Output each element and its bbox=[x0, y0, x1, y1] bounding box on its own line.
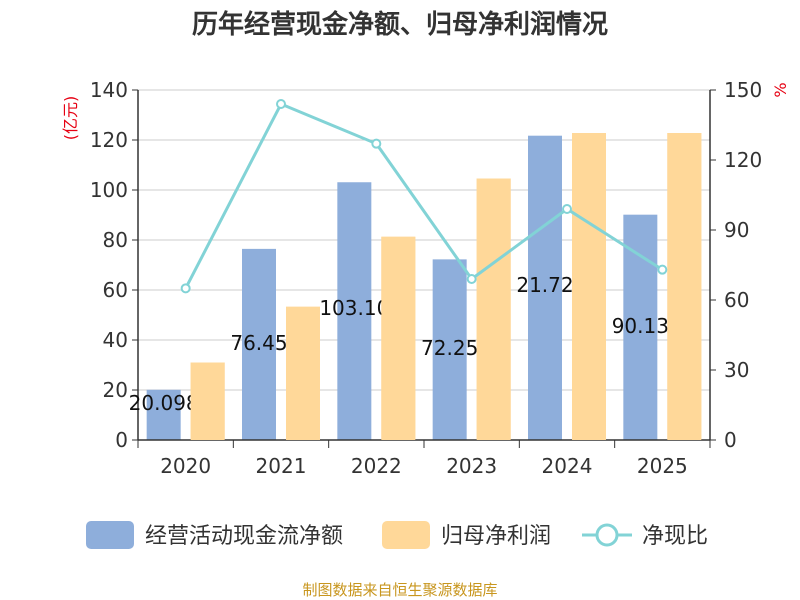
right-tick-label: 60 bbox=[724, 288, 749, 312]
data-label-cash-flow-2021: 76.45 bbox=[230, 331, 287, 355]
legend-label-cash-flow: 经营活动现金流净额 bbox=[145, 524, 343, 549]
bar-net-profit-overlay-2025 bbox=[667, 133, 702, 440]
right-tick-label: 150 bbox=[724, 78, 762, 102]
left-tick-label: 60 bbox=[103, 278, 128, 302]
right-tick-label: 90 bbox=[724, 218, 749, 242]
right-tick-label: 120 bbox=[724, 148, 762, 172]
bar-net-profit-overlay-2022 bbox=[381, 236, 416, 440]
right-tick-label: 30 bbox=[724, 358, 749, 382]
left-tick-label: 0 bbox=[115, 428, 128, 452]
legend-label-net-profit: 归母净利润 bbox=[441, 524, 551, 549]
ratio-point-2024 bbox=[562, 204, 572, 214]
left-tick-label: 100 bbox=[90, 178, 128, 202]
data-labels-group: 20.098 76.45 103.10 72.25 21.72 90.13 bbox=[129, 133, 702, 440]
right-axis-unit: % bbox=[771, 82, 790, 97]
ratio-point-2025 bbox=[657, 264, 668, 275]
ratio-point-2021 bbox=[276, 99, 286, 109]
legend-marker-ratio bbox=[595, 523, 619, 547]
legend-swatch-cash-flow bbox=[86, 521, 134, 549]
x-tick-label: 2024 bbox=[542, 454, 593, 478]
left-tick-label: 40 bbox=[103, 328, 128, 352]
x-tick-label: 2022 bbox=[351, 454, 402, 478]
line-group bbox=[180, 99, 668, 294]
bar-net-profit-overlay-2023 bbox=[476, 178, 511, 440]
left-tick-label: 140 bbox=[90, 78, 128, 102]
x-tick-label: 2023 bbox=[446, 454, 497, 478]
x-tick-label: 2020 bbox=[160, 454, 211, 478]
bar-net-profit-overlay-2020 bbox=[190, 362, 225, 440]
bar-cash-flow-2025 bbox=[623, 214, 658, 440]
left-tick-label: 120 bbox=[90, 128, 128, 152]
bar-cash-flow-2022 bbox=[337, 182, 372, 440]
ratio-point-2020 bbox=[180, 283, 191, 294]
x-tick-label: 2025 bbox=[637, 454, 688, 478]
bar-cash-flow-2024 bbox=[528, 135, 562, 440]
ratio-point-2023 bbox=[466, 274, 477, 284]
bar-net-profit-overlay-2024 bbox=[572, 133, 606, 440]
bar-cash-flow-2021 bbox=[242, 248, 276, 440]
bar-cash-flow-2020 bbox=[146, 389, 181, 440]
x-tick-label: 2021 bbox=[256, 454, 307, 478]
right-tick-label: 0 bbox=[724, 428, 737, 452]
bars-group bbox=[146, 133, 702, 440]
left-tick-label: 80 bbox=[103, 228, 128, 252]
data-label-cash-flow-2020: 20.098 bbox=[129, 391, 199, 415]
legend-swatch-net-profit bbox=[382, 521, 430, 549]
gridlines bbox=[138, 89, 710, 391]
data-label-cash-flow-2022: 103.10 bbox=[319, 296, 389, 320]
legend: 经营活动现金流净额 归母净利润 净现比 bbox=[86, 521, 708, 549]
bar-net-profit-overlay-2021 bbox=[286, 306, 320, 440]
ratio-line bbox=[184, 102, 664, 290]
axes-group: 0 20 40 60 80 100 120 140 0 30 60 90 120 150 2020 2021 2… bbox=[90, 78, 762, 478]
ratio-point-2022 bbox=[371, 138, 382, 149]
source-note: 制图数据来自恒生聚源数据库 bbox=[302, 581, 497, 599]
legend-label-ratio: 净现比 bbox=[642, 524, 708, 549]
data-label-cash-flow-2024: 21.72 bbox=[516, 273, 573, 297]
data-label-cash-flow-2025: 90.13 bbox=[612, 314, 669, 338]
left-tick-label: 20 bbox=[103, 378, 128, 402]
data-label-cash-flow-2023: 72.25 bbox=[421, 336, 478, 360]
chart-title: 历年经营现金净额、归母净利润情况 bbox=[192, 9, 608, 40]
left-axis-unit: (亿元) bbox=[61, 96, 80, 141]
bar-cash-flow-2023 bbox=[432, 259, 467, 440]
